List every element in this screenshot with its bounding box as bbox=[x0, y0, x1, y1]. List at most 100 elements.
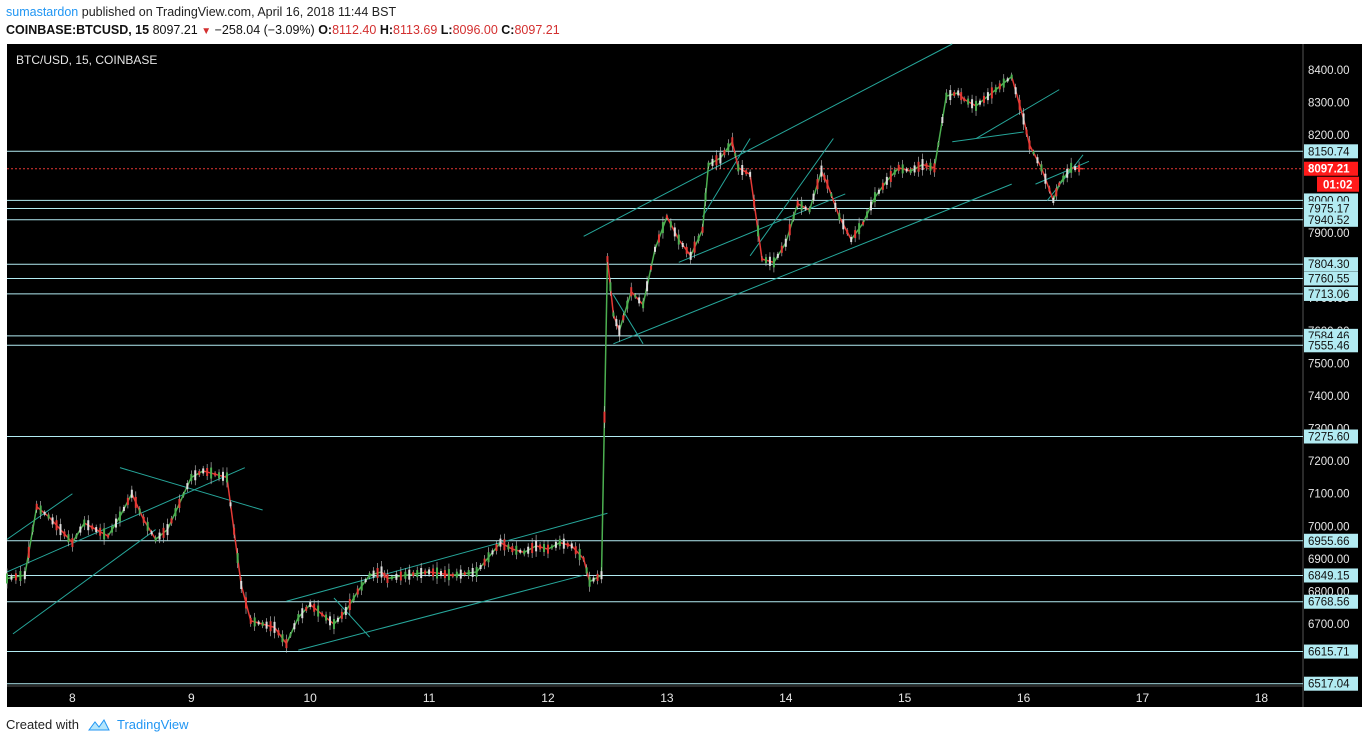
candle-body bbox=[901, 164, 904, 174]
candle-body bbox=[79, 526, 82, 533]
price-segment bbox=[618, 291, 632, 331]
candle-body bbox=[570, 543, 573, 549]
candle-body bbox=[917, 161, 920, 172]
candle-body bbox=[225, 472, 228, 483]
price-segment bbox=[1040, 167, 1055, 201]
level-price-label: 7555.46 bbox=[1308, 340, 1350, 352]
candle-body bbox=[626, 300, 629, 309]
candle-body bbox=[420, 568, 423, 579]
price-segment bbox=[749, 174, 763, 260]
candle-body bbox=[134, 496, 137, 508]
candle-body bbox=[146, 521, 149, 531]
price-segment bbox=[262, 623, 275, 629]
x-tick-label: 12 bbox=[541, 691, 555, 705]
price-segment bbox=[178, 477, 192, 504]
level-price-box bbox=[1304, 286, 1358, 301]
candle-body bbox=[519, 549, 522, 553]
candle-body bbox=[1032, 151, 1035, 155]
candle-body bbox=[606, 256, 609, 263]
y-tick-label: 7900.00 bbox=[1308, 228, 1350, 240]
candle-body bbox=[757, 225, 760, 237]
candle-body bbox=[913, 165, 916, 173]
candle-body bbox=[550, 545, 553, 549]
price-segment bbox=[559, 541, 572, 547]
candle-body bbox=[665, 215, 668, 219]
candle-body bbox=[677, 234, 680, 245]
price-segment bbox=[1058, 167, 1072, 185]
candle-body bbox=[503, 539, 506, 551]
level-price-box bbox=[1304, 257, 1358, 272]
price-segment bbox=[922, 163, 935, 169]
level-price-label: 7804.30 bbox=[1308, 259, 1350, 271]
price-segment bbox=[166, 503, 181, 530]
price-segment bbox=[898, 167, 911, 172]
level-price-label: 7713.06 bbox=[1308, 289, 1350, 301]
candle-body bbox=[483, 558, 486, 566]
candle-body bbox=[858, 223, 861, 235]
candle-body bbox=[122, 506, 125, 511]
x-tick-label: 14 bbox=[779, 691, 793, 705]
candle-body bbox=[6, 573, 8, 584]
candle-body bbox=[103, 528, 106, 540]
tradingview-link[interactable]: TradingView bbox=[87, 717, 189, 732]
candle-body bbox=[693, 241, 696, 253]
price-segment bbox=[862, 196, 876, 224]
price-segment bbox=[689, 229, 704, 257]
price-segment bbox=[797, 203, 810, 211]
candle-body bbox=[399, 571, 402, 581]
candle-body bbox=[731, 137, 734, 147]
candle-body bbox=[1078, 164, 1081, 172]
candle-body bbox=[372, 570, 375, 578]
price-segment bbox=[571, 545, 585, 560]
candle-body bbox=[558, 539, 561, 547]
y-tick-label: 7100.00 bbox=[1308, 489, 1350, 501]
candle-body bbox=[592, 577, 595, 582]
candle-body bbox=[265, 621, 268, 629]
level-price-label: 7940.52 bbox=[1308, 215, 1350, 227]
candle-body bbox=[646, 281, 649, 292]
candle-body bbox=[834, 202, 837, 209]
candle-body bbox=[499, 538, 502, 547]
candle-body bbox=[990, 87, 993, 99]
author-link[interactable]: sumastardon bbox=[6, 5, 79, 19]
chart-header: sumastardon published on TradingView.com… bbox=[6, 3, 560, 41]
candle-body bbox=[1022, 113, 1025, 125]
price-segment bbox=[345, 591, 359, 612]
price-segment bbox=[1028, 144, 1043, 169]
trend-line bbox=[702, 138, 751, 217]
candle-body bbox=[866, 211, 869, 218]
time-axis-area bbox=[7, 686, 1303, 707]
candle-body bbox=[352, 595, 355, 601]
candle-body bbox=[416, 570, 419, 578]
candle-body bbox=[838, 213, 841, 221]
candle-body bbox=[206, 468, 209, 476]
candle-body bbox=[436, 567, 439, 579]
candle-body bbox=[673, 227, 676, 237]
candle-body bbox=[329, 616, 332, 626]
current-price-label: 8097.21 bbox=[1308, 164, 1350, 176]
candle-body bbox=[600, 571, 603, 580]
level-price-box bbox=[1304, 201, 1358, 216]
candle-body bbox=[126, 497, 129, 505]
candle-body bbox=[35, 503, 38, 510]
price-segment bbox=[761, 258, 775, 264]
candle-body bbox=[99, 527, 102, 536]
price-segment bbox=[773, 242, 787, 263]
close-label: C: bbox=[501, 23, 515, 37]
candle-body bbox=[634, 294, 637, 298]
y-tick-label: 6900.00 bbox=[1308, 554, 1350, 566]
candle-body bbox=[862, 221, 865, 225]
candle-body bbox=[1028, 140, 1031, 150]
candle-body bbox=[75, 534, 78, 538]
candle-body bbox=[515, 545, 518, 555]
candle-body bbox=[523, 550, 526, 555]
candle-body bbox=[1048, 187, 1051, 192]
candle-body bbox=[253, 617, 256, 627]
price-segment bbox=[946, 92, 959, 97]
trend-line bbox=[286, 512, 608, 602]
candle-body bbox=[975, 100, 978, 111]
candle-body bbox=[889, 171, 892, 183]
candle-body bbox=[447, 569, 450, 581]
candle-body bbox=[236, 553, 239, 564]
